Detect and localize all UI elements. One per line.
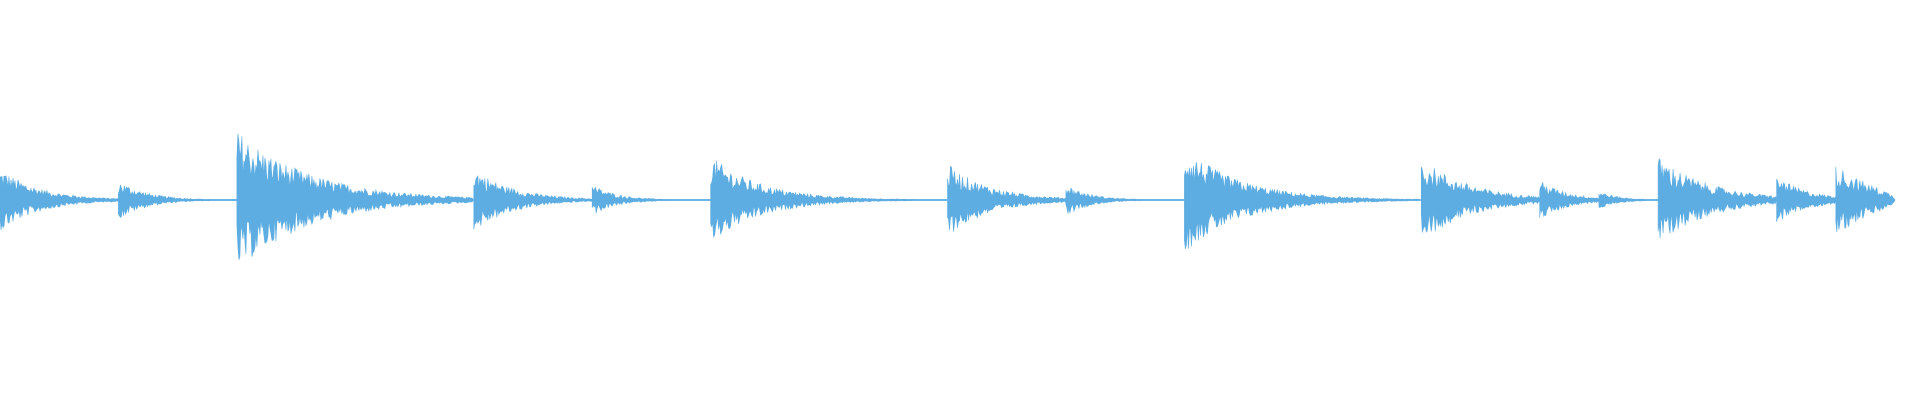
audio-hit [0,175,119,230]
audio-hit [1421,166,1540,233]
audio-hit [236,133,474,260]
audio-hit [1776,178,1836,222]
audio-hit [591,186,711,214]
audio-hit [947,165,1066,232]
audio-hit [710,160,947,239]
audio-hit [1065,187,1185,214]
audio-hit [473,175,593,230]
audio-hit [118,184,237,218]
audio-hit [1539,182,1599,218]
audio-hit [1657,158,1777,239]
audio-hit [1184,162,1421,249]
audio-hit [1598,193,1659,209]
audio-hit [1835,166,1896,233]
